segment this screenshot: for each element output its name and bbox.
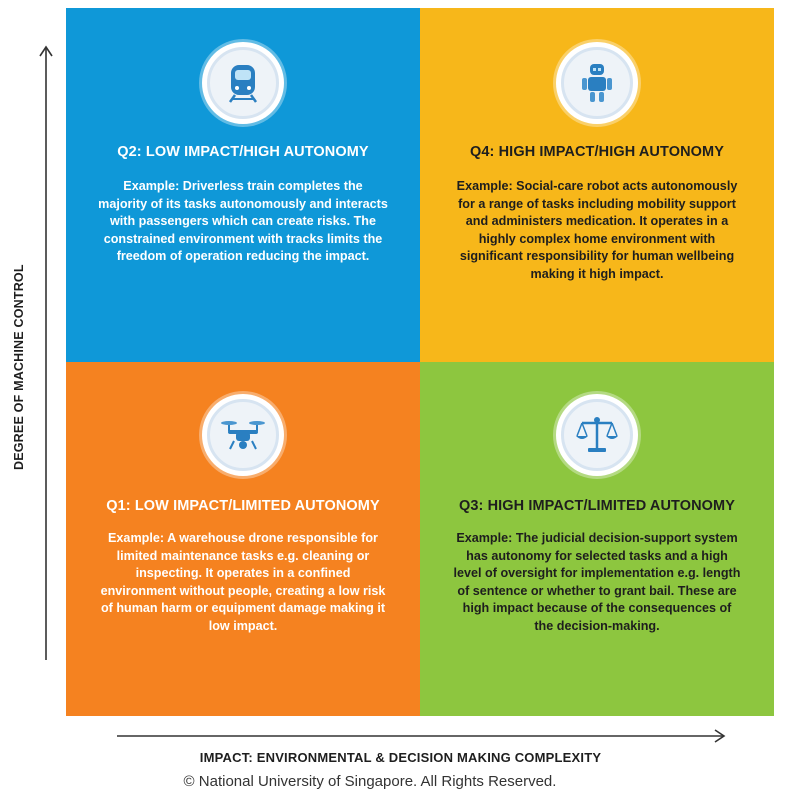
q1-icon-badge [202, 394, 284, 476]
q3-example: Example: The judicial decision-support s… [452, 530, 742, 635]
q4-example-prefix: Example [456, 179, 509, 193]
y-axis-arrow [39, 45, 53, 660]
quadrant-q2: Q2: LOW IMPACT/HIGH AUTONOMY Example: Dr… [66, 8, 420, 362]
q2-example: Example: Driverless train completes the … [98, 178, 388, 266]
q4-icon-badge [556, 42, 638, 124]
drone-icon [221, 421, 265, 450]
x-axis-arrow [117, 729, 726, 743]
x-axis-label: IMPACT: ENVIRONMENTAL & DECISION MAKING … [199, 750, 602, 765]
scales-icon [576, 417, 618, 452]
q3-example-text: : The judicial decision-support system h… [453, 531, 741, 633]
q3-example-prefix: Example [456, 531, 509, 545]
q2-title: Q2: LOW IMPACT/HIGH AUTONOMY [117, 144, 369, 160]
q2-example-text: : Driverless train completes the majorit… [98, 179, 388, 263]
copyright-notice: © National University of Singapore. All … [183, 773, 557, 790]
robot-icon [582, 64, 612, 102]
quadrant-q4: Q4: HIGH IMPACT/HIGH AUTONOMY Example: S… [420, 8, 774, 362]
q3-icon-badge [556, 394, 638, 476]
y-axis-label: DEGREE OF MACHINE CONTROL [12, 264, 26, 470]
q2-example-prefix: Example [123, 179, 176, 193]
q3-title: Q3: HIGH IMPACT/LIMITED AUTONOMY [458, 498, 735, 514]
q4-example: Example: Social-care robot acts autonomo… [452, 178, 742, 283]
q4-title: Q4: HIGH IMPACT/HIGH AUTONOMY [470, 144, 724, 160]
quadrant-q1: Q1: LOW IMPACT/LIMITED AUTONOMY Example:… [66, 362, 420, 716]
train-icon [228, 65, 258, 103]
quadrant-q3: Q3: HIGH IMPACT/LIMITED AUTONOMY Example… [420, 362, 774, 716]
q1-example-text: : A warehouse drone responsible for limi… [100, 531, 386, 633]
quadrant-grid: Q2: LOW IMPACT/HIGH AUTONOMY Example: Dr… [66, 8, 774, 716]
q1-title: Q1: LOW IMPACT/LIMITED AUTONOMY [106, 498, 380, 514]
q1-example: Example: A warehouse drone responsible f… [98, 530, 388, 635]
q1-example-prefix: Example [108, 531, 160, 545]
q2-icon-badge [202, 42, 284, 124]
q4-example-text: : Social-care robot acts autonomously fo… [458, 179, 738, 281]
